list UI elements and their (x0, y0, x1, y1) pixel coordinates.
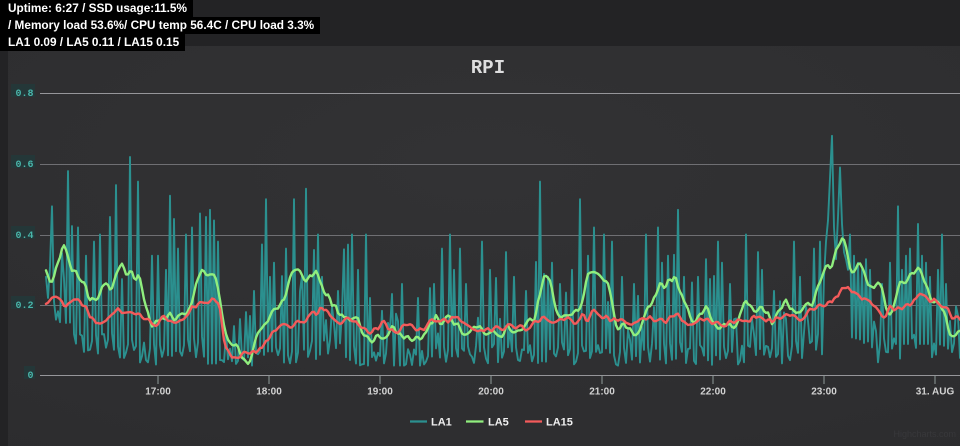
svg-text:Highcharts.com: Highcharts.com (893, 429, 956, 439)
svg-text:0.2: 0.2 (15, 301, 33, 312)
svg-text:18:00: 18:00 (256, 387, 282, 398)
svg-text:31. AUG: 31. AUG (916, 387, 955, 398)
svg-text:21:00: 21:00 (589, 387, 615, 398)
svg-text:0: 0 (27, 371, 33, 382)
svg-text:17:00: 17:00 (145, 387, 171, 398)
svg-text:20:00: 20:00 (478, 387, 504, 398)
svg-text:22:00: 22:00 (700, 387, 726, 398)
svg-text:RPI: RPI (471, 57, 505, 79)
svg-text:23:00: 23:00 (811, 387, 837, 398)
svg-text:0.4: 0.4 (15, 231, 33, 242)
svg-text:LA1: LA1 (431, 417, 452, 429)
svg-text:LA15: LA15 (546, 417, 573, 429)
svg-text:19:00: 19:00 (367, 387, 393, 398)
svg-text:LA5: LA5 (488, 417, 509, 429)
svg-text:0.6: 0.6 (15, 160, 33, 171)
svg-text:0.8: 0.8 (15, 89, 33, 100)
